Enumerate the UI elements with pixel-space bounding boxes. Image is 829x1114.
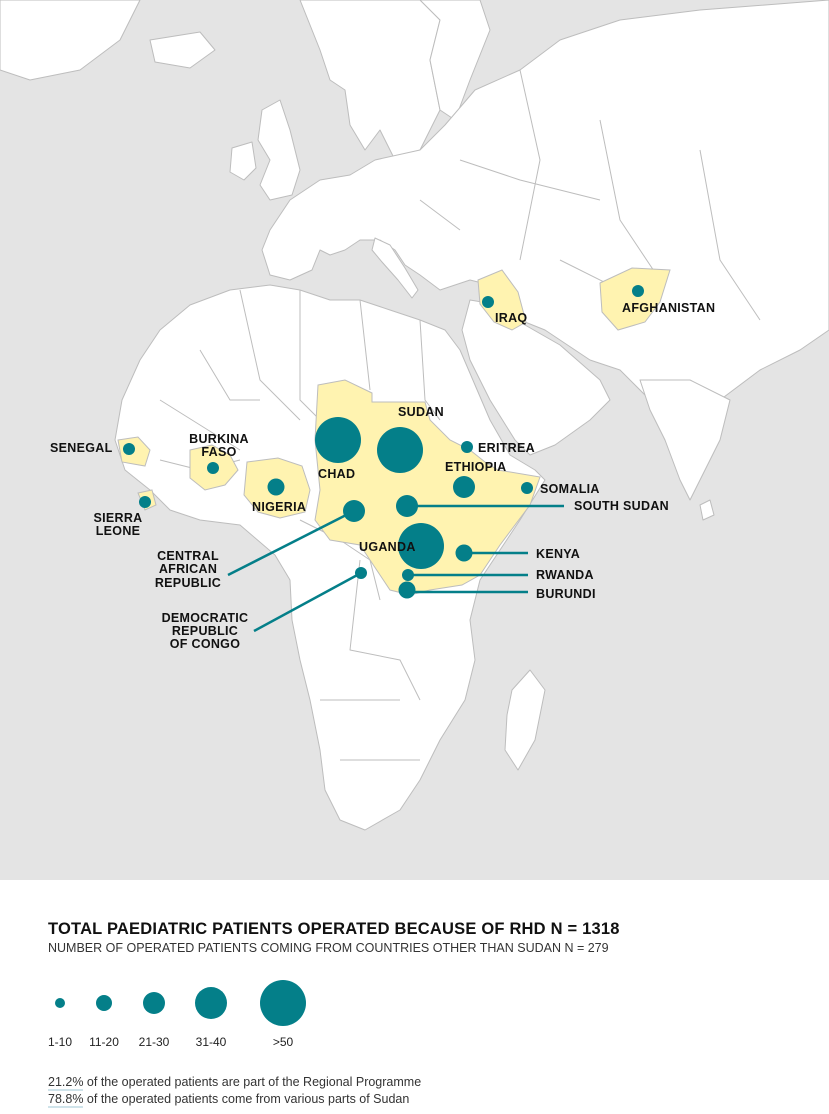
bubble-uganda[interactable] [398, 523, 444, 569]
bubble-sudan[interactable] [377, 427, 423, 473]
bubble-somalia[interactable] [521, 482, 533, 494]
legend-bubble-1 [55, 998, 65, 1008]
bubble-iraq[interactable] [482, 296, 494, 308]
note-regional-pct: 21.2% [48, 1075, 84, 1091]
label-ethiopia: ETHIOPIA [445, 460, 506, 474]
note-sudan-text: of the operated patients come from vario… [83, 1092, 410, 1106]
legend-bubble-4 [195, 987, 227, 1019]
label-drc-line-1: DEMOCRATIC [162, 611, 249, 625]
label-drc-line-2: REPUBLIC [172, 624, 238, 638]
label-burkina-faso-line-1: BURKINA [189, 432, 249, 446]
legend-bubble-2 [96, 995, 112, 1011]
size-legend: 1-10 11-20 21-30 31-40 >50 [48, 980, 306, 1049]
label-chad: CHAD [318, 467, 355, 481]
label-rwanda: RWANDA [536, 568, 594, 582]
bubble-kenya[interactable] [455, 544, 473, 562]
note-sudan: 78.8% of the operated patients come from… [48, 1092, 410, 1108]
legend-title: TOTAL PAEDIATRIC PATIENTS OPERATED BECAU… [48, 920, 620, 938]
leader-line-car [227, 509, 355, 577]
label-kenya: KENYA [536, 547, 580, 561]
label-sierra-leone-line-2: LEONE [96, 524, 141, 538]
bubble-senegal[interactable] [123, 443, 135, 455]
label-car-line-3: REPUBLIC [155, 576, 221, 590]
bubble-burundi[interactable] [398, 581, 416, 599]
country-labels: SUDAN CHAD UGANDA ERITREA ETHIOPIA SOMALIA SOU… [50, 301, 715, 651]
note-sudan-pct: 78.8% [48, 1092, 84, 1108]
label-sierra-leone-line-1: SIERRA [93, 511, 142, 525]
legend-label-4: 31-40 [196, 1035, 227, 1049]
label-nigeria: NIGERIA [252, 500, 306, 514]
country-bubbles [123, 285, 644, 599]
legend-label-3: 21-30 [139, 1035, 170, 1049]
legend-bubble-3 [143, 992, 165, 1014]
legend-label-5: >50 [273, 1035, 294, 1049]
bubble-south-sudan[interactable] [396, 495, 418, 517]
label-afghanistan: AFGHANISTAN [622, 301, 715, 315]
bubble-car[interactable] [343, 500, 365, 522]
leader-line-drc [253, 571, 362, 633]
legend-subtitle: NUMBER OF OPERATED PATIENTS COMING FROM … [48, 941, 609, 955]
bubble-nigeria[interactable] [267, 478, 285, 496]
label-somalia: SOMALIA [540, 482, 600, 496]
highlighted-countries [117, 267, 671, 596]
label-uganda: UGANDA [359, 540, 416, 554]
legend-bubble-5 [260, 980, 306, 1026]
bubble-sierra-leone[interactable] [139, 496, 151, 508]
note-regional: 21.2% of the operated patients are part … [48, 1075, 422, 1091]
label-eritrea: ERITREA [478, 441, 535, 455]
bubble-burkina-faso[interactable] [207, 462, 219, 474]
label-south-sudan: SOUTH SUDAN [574, 499, 669, 513]
note-regional-text: of the operated patients are part of the… [83, 1075, 422, 1089]
bubble-chad[interactable] [315, 417, 361, 463]
legend-label-1: 1-10 [48, 1035, 72, 1049]
label-senegal: SENEGAL [50, 441, 113, 455]
land [0, 0, 829, 831]
bubble-eritrea[interactable] [461, 441, 473, 453]
bubble-afghanistan[interactable] [632, 285, 644, 297]
map: SUDAN CHAD UGANDA ERITREA ETHIOPIA SOMALIA SOU… [0, 0, 829, 880]
label-burkina-faso-line-2: FASO [201, 445, 236, 459]
label-car-line-2: AFRICAN [159, 562, 217, 576]
bubble-drc[interactable] [355, 567, 367, 579]
region-afghanistan [599, 267, 671, 331]
region-iraq [477, 269, 527, 331]
leader-lines [227, 504, 564, 633]
label-iraq: IRAQ [495, 311, 527, 325]
bubble-rwanda[interactable] [402, 569, 414, 581]
region-sudan-chad [314, 379, 541, 596]
label-car-line-1: CENTRAL [157, 549, 219, 563]
label-burundi: BURUNDI [536, 587, 596, 601]
label-drc-line-3: OF CONGO [170, 637, 240, 651]
bubble-ethiopia[interactable] [453, 476, 475, 498]
legend-label-2: 11-20 [89, 1035, 119, 1049]
label-sudan: SUDAN [398, 405, 444, 419]
